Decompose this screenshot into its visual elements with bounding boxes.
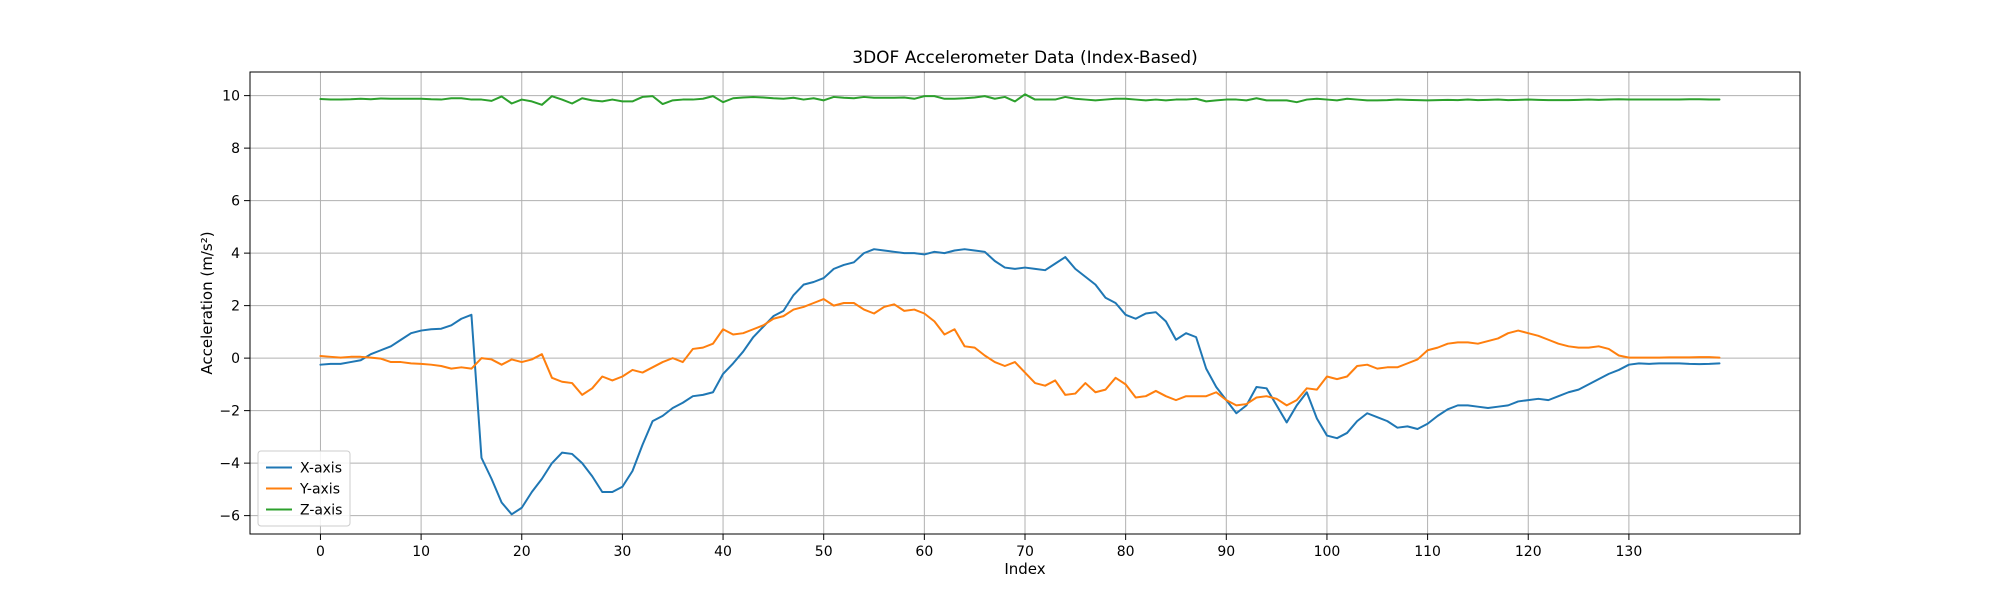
y-tick-label: 0 — [231, 351, 240, 367]
x-tick-label: 30 — [613, 544, 631, 560]
legend-label-z-axis: Z-axis — [300, 503, 342, 519]
x-tick-label: 20 — [513, 544, 531, 560]
grid-lines — [250, 72, 1800, 534]
x-tick-label: 60 — [915, 544, 933, 560]
x-tick-label: 0 — [316, 544, 325, 560]
y-tick-label: −4 — [219, 456, 240, 472]
series-line-y-axis — [319, 298, 1721, 407]
x-tick-label: 130 — [1616, 544, 1643, 560]
x-tick-label: 80 — [1117, 544, 1135, 560]
series-lines — [319, 93, 1721, 516]
legend-frame — [257, 450, 351, 527]
x-tick-label: 120 — [1515, 544, 1542, 560]
y-tick-label: −6 — [219, 509, 240, 525]
chart-title: 3DOF Accelerometer Data (Index-Based) — [852, 48, 1197, 68]
y-tick-label: 8 — [231, 141, 240, 157]
x-tick-label: 10 — [412, 544, 430, 560]
series-line-x-axis — [319, 248, 1721, 516]
x-tick-label: 110 — [1414, 544, 1441, 560]
x-tick-label: 90 — [1217, 544, 1235, 560]
legend-label-y-axis: Y-axis — [299, 482, 340, 498]
x-axis-ticks: 0 10 20 30 40 50 60 70 80 90 100 110 120 130 — [316, 534, 1642, 560]
y-tick-label: 4 — [231, 246, 240, 262]
x-tick-label: 40 — [714, 544, 732, 560]
y-tick-label: −2 — [219, 404, 240, 420]
y-tick-label: 2 — [231, 299, 240, 315]
y-axis-label: Acceleration (m/s²) — [198, 231, 216, 374]
y-tick-label: 6 — [231, 194, 240, 210]
y-axis-ticks: −6 −4 −2 0 2 4 6 8 10 — [219, 89, 250, 525]
x-tick-label: 50 — [815, 544, 833, 560]
y-tick-label: 10 — [222, 89, 240, 105]
x-tick-label: 100 — [1314, 544, 1341, 560]
legend: X-axis Y-axis Z-axis — [257, 450, 351, 527]
legend-label-x-axis: X-axis — [300, 461, 342, 477]
x-tick-label: 70 — [1016, 544, 1034, 560]
x-axis-label: Index — [1004, 560, 1045, 578]
series-line-z-axis — [319, 93, 1721, 106]
